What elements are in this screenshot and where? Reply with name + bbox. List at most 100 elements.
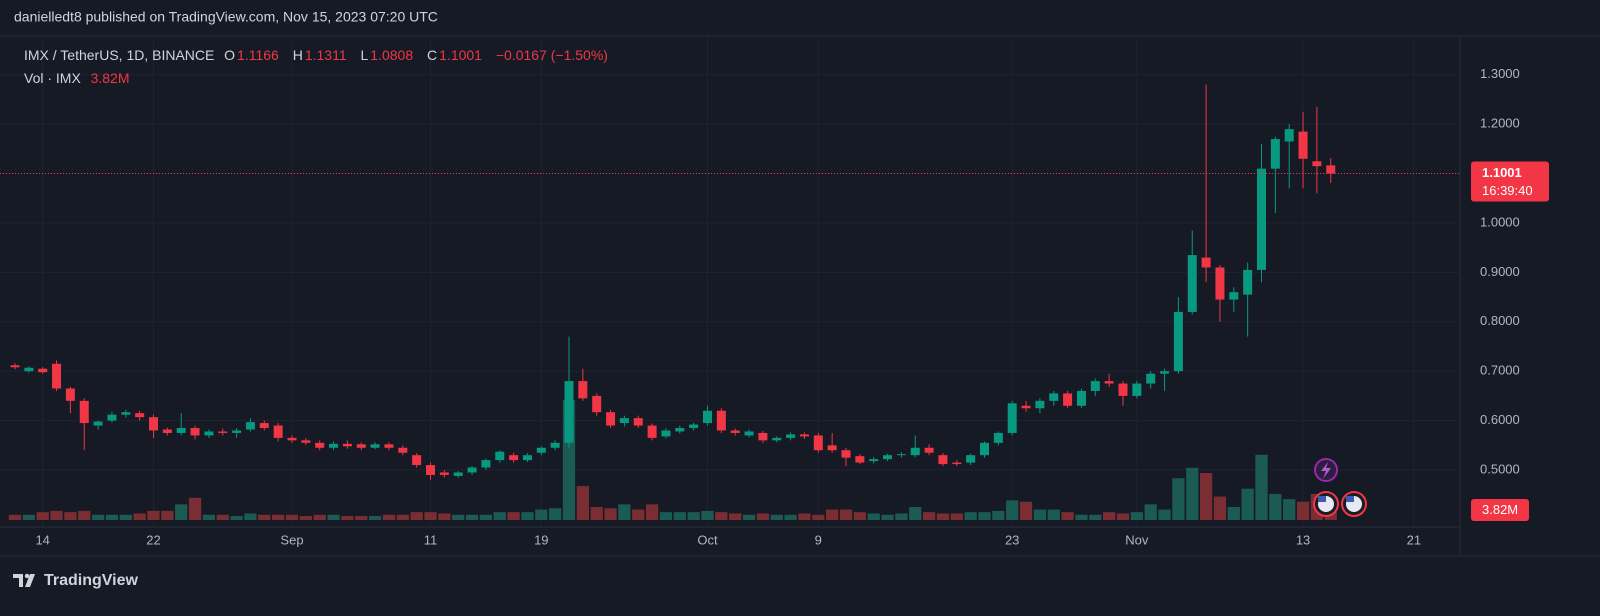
candle-body (1298, 131, 1308, 159)
volume-bar (1033, 509, 1047, 520)
candle-body (1146, 373, 1156, 384)
volume-bar (576, 486, 589, 520)
volume-bar (1144, 504, 1157, 520)
candle-body (1312, 161, 1322, 167)
candle-body (329, 443, 339, 448)
candle-body (412, 455, 422, 466)
volume-bar (784, 514, 797, 520)
volume-bar (909, 506, 922, 520)
volume-bar (285, 514, 299, 520)
volume-bar (604, 508, 617, 520)
candle-body (647, 425, 657, 438)
last-price-label: 1.1001 (1482, 165, 1522, 180)
volume-bar (479, 514, 493, 520)
event-icons (1313, 458, 1367, 517)
volume-bar (645, 504, 659, 520)
candle-body (370, 444, 380, 448)
volume-bar (687, 512, 700, 520)
candle-body (716, 410, 726, 431)
y-tick-label: 0.7000 (1480, 363, 1520, 378)
logo-mark (13, 574, 23, 587)
volume-bar (410, 512, 423, 520)
volume-bar (161, 510, 174, 520)
volume-bar (964, 512, 977, 520)
volume-bar (1172, 478, 1185, 520)
candle-body (356, 444, 366, 448)
candle-body (675, 428, 685, 432)
candle-body (1063, 393, 1073, 406)
x-tick-label: 14 (35, 532, 49, 547)
candle-body (342, 443, 352, 447)
volume-bar (452, 514, 465, 520)
volume-bar (1199, 473, 1213, 520)
axis-layer: 0.5000 0.6000 0.7000 0.8000 0.9000 1.0000 1.10… (0, 66, 1549, 547)
publish-line: danielledt8 published on TradingView.com… (14, 9, 438, 25)
candle-body (204, 431, 214, 436)
candle-body (93, 421, 103, 426)
candle-body (218, 431, 228, 433)
volume-bar (105, 514, 119, 520)
candle-body (38, 368, 48, 373)
candle-body (509, 455, 519, 461)
brand-name: TradingView (44, 572, 139, 589)
candle-body (245, 422, 255, 430)
candle-body (592, 395, 602, 413)
volume-bar (978, 512, 991, 520)
volume-bar (78, 510, 91, 520)
volume-bar (1130, 512, 1143, 520)
candle-body (1229, 292, 1239, 300)
candle-body (1090, 381, 1100, 391)
volume-bar (1269, 493, 1282, 520)
logo-mark (24, 573, 30, 579)
volume-bar (1075, 514, 1088, 520)
volume-legend-label: Vol · IMX (24, 70, 81, 86)
candle-body (786, 434, 796, 438)
y-tick-label: 0.6000 (1480, 412, 1520, 427)
candle-body (65, 388, 75, 401)
volume-bar (936, 513, 950, 520)
volume-bar (729, 513, 742, 520)
x-tick-label: 22 (146, 532, 160, 547)
candle-body (232, 430, 242, 433)
candle-body (259, 423, 269, 429)
volume-layer (8, 400, 1337, 520)
x-tick-label: 19 (534, 532, 548, 547)
volume-bar (175, 504, 188, 520)
y-tick-label: 1.2000 (1480, 116, 1520, 131)
volume-bar (1213, 496, 1227, 520)
candle-body (467, 467, 477, 473)
y-tick-label: 0.5000 (1480, 461, 1520, 476)
candle-body (273, 425, 283, 438)
volume-bar (327, 514, 340, 520)
last-price-tag (1471, 161, 1549, 202)
legend-close: 1.1001 (439, 47, 482, 63)
volume-bar (1006, 500, 1019, 520)
volume-tag (1471, 499, 1529, 521)
candle-body (162, 429, 172, 433)
candle-body (121, 412, 131, 415)
candle-body (536, 447, 546, 453)
y-tick-label: 0.8000 (1480, 313, 1520, 328)
volume-bar (119, 514, 132, 520)
candle-body (52, 363, 62, 389)
candle-body (1049, 393, 1059, 401)
volume-bar (756, 513, 770, 520)
candle-body (481, 460, 491, 468)
brand-logo (13, 573, 35, 587)
candle-body (287, 437, 297, 441)
volume-bar (632, 509, 645, 520)
volume-bar (244, 513, 257, 520)
candle-body (1173, 311, 1183, 372)
volume-bar (382, 514, 396, 520)
volume-bar (355, 516, 368, 520)
volume-bar (64, 512, 77, 520)
volume-bar (202, 514, 216, 520)
candle-body (606, 412, 616, 426)
volume-bar (798, 513, 811, 520)
candle-body (1132, 383, 1142, 396)
x-tick-label: 21 (1407, 532, 1421, 547)
candle-body (550, 442, 560, 448)
volume-bar (50, 510, 63, 520)
volume-bar (424, 512, 437, 520)
x-tick-label: 9 (815, 532, 822, 547)
